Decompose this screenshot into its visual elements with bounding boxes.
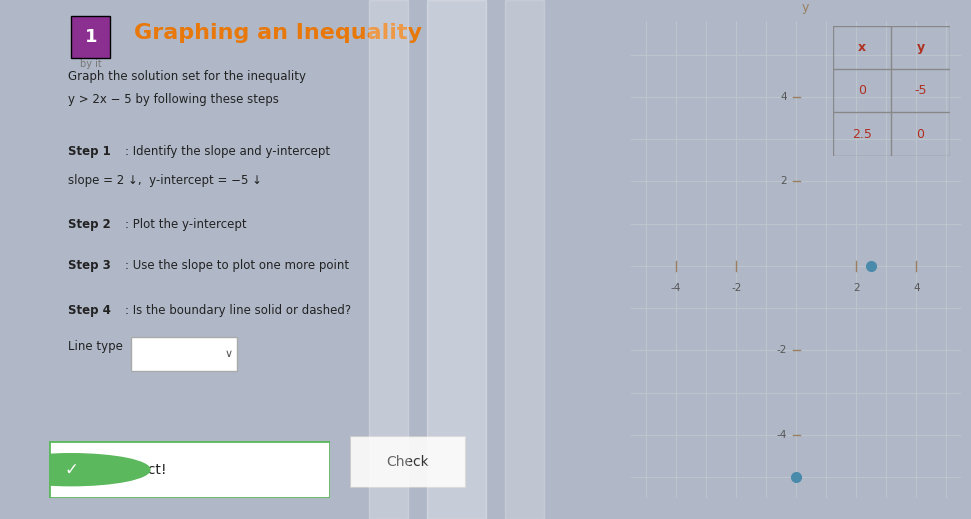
Text: 4: 4: [913, 283, 920, 293]
Text: y > 2x − 5 by following these steps: y > 2x − 5 by following these steps: [68, 93, 280, 106]
Text: -2: -2: [731, 283, 742, 293]
Text: Step 2: Step 2: [68, 218, 112, 231]
Text: Graphing an Inequality: Graphing an Inequality: [134, 23, 421, 43]
Text: 1: 1: [84, 29, 97, 46]
Text: y: y: [917, 41, 924, 54]
Text: -4: -4: [777, 430, 787, 440]
Text: Step 3: Step 3: [68, 260, 112, 272]
Bar: [427, 0, 486, 519]
Text: 0: 0: [858, 84, 866, 98]
Text: 2.5: 2.5: [853, 128, 872, 141]
Text: Step 1: Step 1: [68, 145, 112, 158]
Circle shape: [0, 454, 150, 486]
FancyBboxPatch shape: [131, 337, 237, 371]
Text: : Identify the slope and y-intercept: : Identify the slope and y-intercept: [124, 145, 330, 158]
Text: 2: 2: [781, 176, 787, 186]
Text: ∨: ∨: [224, 349, 232, 359]
Bar: [505, 0, 544, 519]
Text: -4: -4: [671, 283, 682, 293]
Text: -5: -5: [915, 84, 926, 98]
Text: Check: Check: [386, 455, 429, 469]
Bar: [369, 0, 408, 519]
Text: Line type: Line type: [68, 340, 131, 353]
Text: 4: 4: [781, 92, 787, 102]
Text: ✓: ✓: [64, 461, 78, 479]
Text: : Use the slope to plot one more point: : Use the slope to plot one more point: [124, 260, 349, 272]
FancyBboxPatch shape: [350, 436, 466, 488]
Text: Correct!: Correct!: [111, 463, 167, 476]
Text: -2: -2: [777, 345, 787, 356]
Text: Graph the solution set for the inequality: Graph the solution set for the inequalit…: [68, 70, 307, 83]
Text: Step 4: Step 4: [68, 304, 112, 317]
Text: : Plot the y-intercept: : Plot the y-intercept: [124, 218, 247, 231]
Text: 0: 0: [917, 128, 924, 141]
Text: y: y: [802, 2, 809, 15]
Text: : Is the boundary line solid or dashed?: : Is the boundary line solid or dashed?: [124, 304, 351, 317]
FancyBboxPatch shape: [72, 16, 110, 59]
Text: slope = 2 ↓,  y-intercept = −5 ↓: slope = 2 ↓, y-intercept = −5 ↓: [68, 174, 262, 187]
Text: by it: by it: [80, 59, 102, 69]
Text: 2: 2: [853, 283, 859, 293]
Text: x: x: [858, 41, 866, 54]
FancyBboxPatch shape: [49, 441, 330, 498]
